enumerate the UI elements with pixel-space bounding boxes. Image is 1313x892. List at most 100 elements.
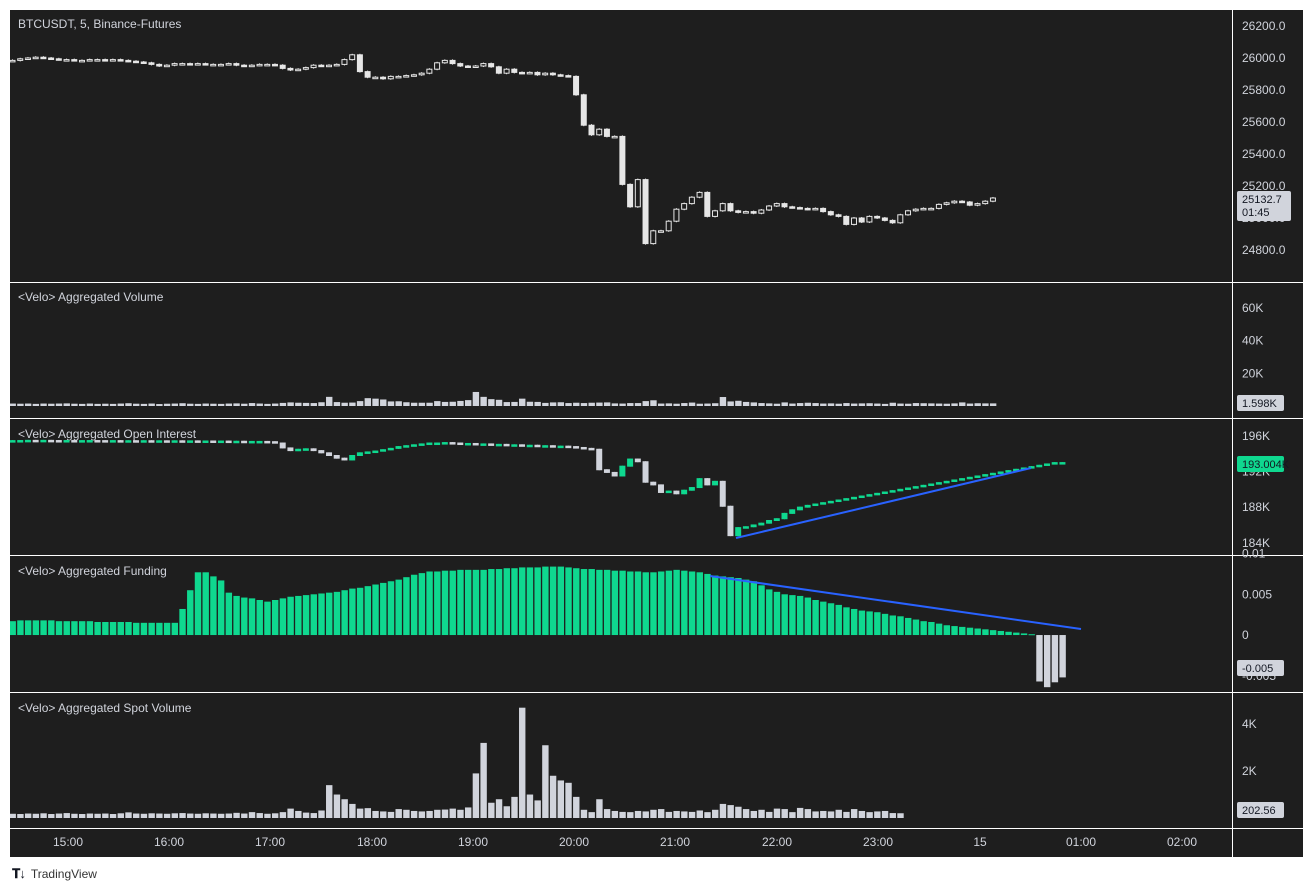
candle-body	[279, 64, 286, 69]
candle-body	[109, 440, 116, 443]
bar	[866, 403, 873, 406]
bar	[534, 401, 541, 406]
bar	[279, 812, 287, 818]
candle-body	[372, 450, 379, 454]
bar	[94, 622, 101, 636]
candle-body	[349, 54, 356, 61]
candle-body	[187, 63, 194, 66]
bar	[897, 616, 904, 636]
bar	[380, 811, 387, 818]
candle-body	[943, 202, 950, 205]
bar	[387, 401, 395, 406]
chart-area[interactable]: BTCUSDT, 5, Binance-Futures <Velo> Aggre…	[9, 10, 1303, 857]
time-axis-label: 16:00	[154, 835, 184, 849]
candle-body	[32, 56, 39, 60]
bar	[194, 403, 202, 406]
bar	[449, 570, 456, 636]
candle-body	[881, 491, 888, 495]
volume-title[interactable]: <Velo> Aggregated Volume	[18, 290, 164, 304]
bar	[117, 403, 124, 406]
candle-body	[727, 203, 734, 212]
price-pane: BTCUSDT, 5, Binance-Futures	[9, 17, 996, 245]
bar	[657, 403, 665, 406]
open-interest-title[interactable]: <Velo> Aggregated Open Interest	[18, 427, 197, 441]
bar	[943, 403, 951, 406]
candle-body	[217, 63, 224, 67]
bar	[148, 403, 155, 406]
bar	[71, 403, 78, 406]
candle-body	[86, 59, 93, 62]
candle-body	[302, 67, 309, 70]
bar	[766, 589, 773, 636]
candle-body	[712, 480, 719, 486]
bar	[133, 813, 140, 818]
candle-body	[889, 219, 896, 224]
chart-canvas[interactable]: BTCUSDT, 5, Binance-Futures <Velo> Aggre…	[9, 10, 1303, 857]
bar	[1043, 635, 1051, 688]
candle-body	[827, 211, 834, 216]
bar	[341, 799, 348, 818]
candle-body	[457, 442, 464, 446]
bar	[418, 811, 426, 818]
candle-body	[418, 443, 425, 446]
candle-body	[557, 74, 564, 77]
bar	[557, 566, 565, 636]
bar	[542, 566, 549, 636]
candle-body	[287, 447, 294, 452]
time-axis-label: 02:00	[1167, 835, 1197, 849]
bar	[781, 809, 788, 818]
candle-body	[125, 59, 132, 63]
bar	[727, 805, 734, 818]
bar	[804, 597, 812, 636]
bar	[1005, 631, 1012, 636]
bar	[827, 603, 835, 636]
bar	[125, 403, 132, 406]
candle-body	[758, 209, 765, 214]
bar	[279, 402, 287, 406]
candle-body	[225, 63, 232, 66]
candle-body	[434, 62, 441, 70]
brand-name[interactable]: TradingView	[30, 867, 97, 881]
spot-volume-pane: <Velo> Aggregated Spot Volume	[9, 701, 904, 818]
bar	[171, 403, 179, 406]
bar	[210, 403, 217, 406]
y-axis-tick-label: 25600.0	[1242, 115, 1286, 129]
candle-body	[850, 217, 857, 225]
bar	[125, 622, 132, 636]
bar	[55, 621, 63, 636]
y-axis-tick-label: 60K	[1242, 301, 1263, 315]
bar	[688, 811, 696, 818]
y-axis-tick-label: 25800.0	[1242, 83, 1286, 97]
bar	[364, 808, 372, 818]
bar	[17, 814, 24, 818]
bar	[889, 813, 896, 818]
bar	[657, 809, 665, 818]
candle-body	[503, 443, 510, 447]
candle-body	[1036, 464, 1043, 468]
bar	[549, 402, 557, 406]
candle-body	[63, 59, 70, 62]
bar	[565, 403, 572, 406]
bar	[951, 626, 958, 636]
symbol-title[interactable]: BTCUSDT, 5, Binance-Futures	[18, 17, 181, 31]
bar	[148, 622, 155, 636]
spot-volume-title[interactable]: <Velo> Aggregated Spot Volume	[18, 701, 192, 715]
funding-title[interactable]: <Velo> Aggregated Funding	[18, 564, 167, 578]
bar	[426, 571, 433, 636]
bar	[549, 775, 557, 818]
bar	[48, 403, 55, 406]
bar	[634, 571, 642, 636]
candle-body	[71, 440, 78, 443]
candle-body	[920, 484, 927, 488]
open-interest-pane: <Velo> Aggregated Open Interest	[9, 427, 1066, 539]
candle-body	[989, 472, 996, 476]
bar	[310, 403, 317, 406]
candle-body	[102, 440, 109, 443]
bar	[511, 568, 518, 636]
bar	[187, 813, 194, 818]
tradingview-logo-icon[interactable]: 𝐓↓	[12, 866, 26, 881]
bar	[789, 403, 796, 406]
candle-body	[588, 447, 595, 451]
bar	[735, 400, 742, 406]
bar	[889, 402, 896, 406]
